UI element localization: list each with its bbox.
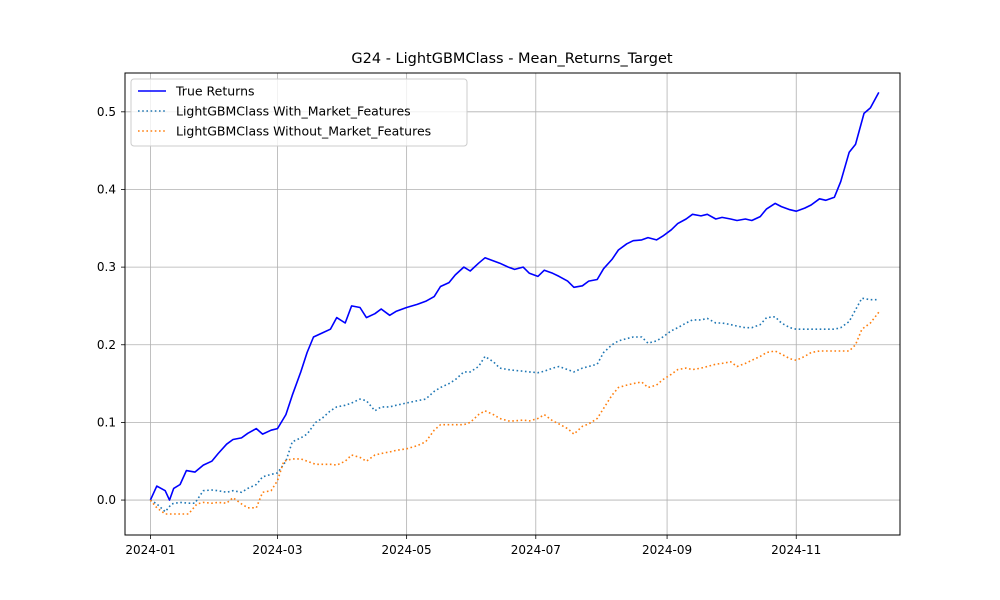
- y-tick-label: 0.2: [97, 338, 116, 352]
- x-tick-label: 2024-09: [642, 543, 692, 557]
- x-tick-label: 2024-11: [771, 543, 821, 557]
- y-tick-label: 0.3: [97, 260, 116, 274]
- x-tick-label: 2024-01: [125, 543, 175, 557]
- x-tick-label: 2024-03: [252, 543, 302, 557]
- legend-label: LightGBMClass Without_Market_Features: [176, 124, 431, 139]
- x-tick-label: 2024-07: [511, 543, 561, 557]
- x-tick-label: 2024-05: [382, 543, 432, 557]
- plot-frame: [124, 72, 901, 536]
- series-lines: [149, 92, 880, 515]
- legend-box: [130, 78, 468, 147]
- x-axis: 2024-01 2024-03 2024-05 2024-07 2024-09 2024-…: [125, 535, 821, 557]
- y-tick-label: 0.0: [97, 493, 116, 507]
- y-axis: 0.0 0.1 0.2 0.3 0.4 0.5: [97, 105, 125, 507]
- series-line-0: [149, 92, 880, 501]
- chart-title: G24 - LightGBMClass - Mean_Returns_Targe…: [351, 51, 672, 67]
- series-line-1: [149, 297, 879, 513]
- legend: True Returns LightGBMClass With_Market_Fe…: [130, 78, 468, 147]
- y-tick-label: 0.5: [97, 105, 116, 119]
- grid: [125, 73, 900, 535]
- legend-label: True Returns: [175, 84, 255, 99]
- y-tick-label: 0.1: [97, 415, 116, 429]
- y-tick-label: 0.4: [97, 182, 116, 196]
- legend-label: LightGBMClass With_Market_Features: [176, 104, 411, 119]
